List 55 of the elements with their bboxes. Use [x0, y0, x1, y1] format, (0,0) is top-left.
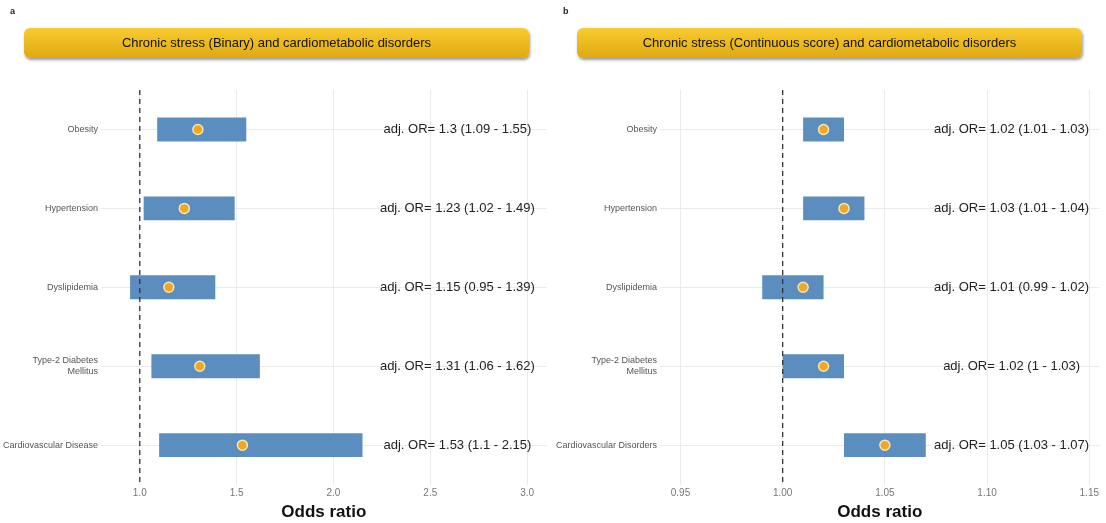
point — [236, 439, 249, 451]
y-tick-label: Obesity — [626, 123, 658, 134]
x-tick-label: 1.5 — [229, 487, 244, 499]
bar — [151, 354, 260, 379]
y-tick-label: Dyslipidemia — [606, 281, 658, 292]
x-tick-label: 0.95 — [670, 487, 691, 499]
text: a — [10, 6, 16, 16]
point — [838, 202, 850, 215]
chart-title: Chronic stress (Continuous score) and cardiometabolic disorders — [577, 28, 1082, 58]
x-axis-title: Odds ratio — [837, 502, 923, 522]
chart-title: Chronic stress (Binary) and cardiometabolic disorders — [24, 28, 529, 58]
x-tick-label: 1.00 — [772, 487, 793, 499]
annotation: adj. OR= 1.01 (0.99 - 1.02) — [934, 278, 1090, 294]
bar — [762, 275, 824, 300]
annotation: adj. OR= 1.15 (0.95 - 1.39) — [379, 278, 535, 294]
bar — [157, 117, 247, 142]
point — [178, 202, 191, 215]
y-tick-label: Hypertension — [604, 202, 658, 213]
x-tick-label: 1.15 — [1079, 487, 1100, 499]
annotation: adj. OR= 1.23 (1.02 - 1.49) — [379, 199, 535, 215]
y-tick-label: Cardiovascular Disease — [2, 439, 99, 450]
bar — [782, 354, 844, 379]
annotation: adj. OR= 1.31 (1.06 - 1.62) — [379, 357, 535, 373]
bar — [803, 117, 844, 142]
x-tick-label: 3.0 — [520, 487, 535, 499]
bar — [143, 196, 235, 221]
point — [194, 360, 206, 372]
y-tick-label: Dyslipidemia — [47, 281, 99, 292]
point — [879, 439, 891, 451]
bar — [130, 275, 216, 300]
annotation: adj. OR= 1.02 (1 - 1.03) — [943, 357, 1081, 373]
x-tick-label: 1.10 — [977, 487, 998, 499]
annotation: adj. OR= 1.02 (1.01 - 1.03) — [934, 121, 1090, 137]
x-tick-label: 2.5 — [423, 487, 438, 499]
point — [192, 123, 204, 136]
y-tick-label: Type-2 Diabetes Mellitus — [32, 355, 99, 377]
y-tick-label: Obesity — [67, 123, 99, 134]
y-tick-label: Hypertension — [45, 202, 99, 213]
x-axis-title: Odds ratio — [281, 502, 367, 522]
annotation: adj. OR= 1.53 (1.1 - 2.15) — [383, 436, 532, 452]
point — [163, 281, 175, 294]
x-tick-label: 2.0 — [326, 487, 341, 499]
x-tick-label: 1.05 — [875, 487, 896, 499]
bar — [803, 196, 865, 221]
text: b — [563, 6, 569, 16]
x-tick-label: 1.0 — [132, 487, 148, 499]
y-tick-label: Type-2 Diabetes Mellitus — [591, 355, 658, 377]
y-tick-label: Cardiovascular Disorders — [555, 439, 658, 450]
annotation: adj. OR= 1.05 (1.03 - 1.07) — [934, 436, 1090, 452]
point — [797, 281, 809, 294]
point — [817, 360, 830, 372]
bar — [159, 433, 363, 458]
bar — [844, 433, 926, 458]
annotation: adj. OR= 1.03 (1.01 - 1.04) — [934, 199, 1090, 215]
annotation: adj. OR= 1.3 (1.09 - 1.55) — [383, 121, 532, 137]
